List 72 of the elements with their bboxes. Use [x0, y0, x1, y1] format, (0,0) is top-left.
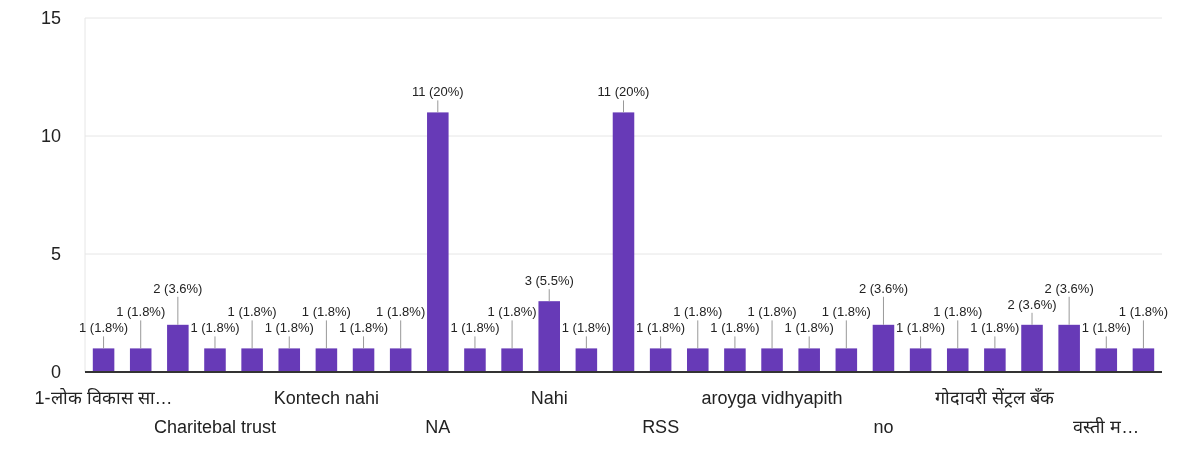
data-label: 1 (1.8%)	[264, 320, 314, 336]
bar	[389, 348, 412, 372]
data-label: 2 (3.6%)	[1007, 296, 1057, 312]
bar	[352, 348, 375, 372]
x-tick-label: Kontech nahi	[273, 388, 379, 408]
bar	[167, 324, 189, 372]
bar	[724, 348, 746, 372]
data-label: 1 (1.8%)	[79, 320, 129, 336]
y-tick-label: 10	[40, 126, 61, 146]
bar	[872, 324, 895, 372]
data-label: 1 (1.8%)	[561, 320, 611, 336]
bar	[92, 348, 115, 372]
x-tick-label: RSS	[642, 417, 680, 437]
bar	[835, 348, 858, 372]
data-label: 1 (1.8%)	[450, 320, 500, 336]
bar	[464, 348, 486, 372]
data-label: 1 (1.8%)	[376, 304, 426, 320]
data-label: 1 (1.8%)	[821, 304, 871, 320]
x-tick-label: गोदावरी सेंट्रल बँक	[935, 387, 1056, 408]
bar	[129, 348, 152, 372]
bar	[1132, 348, 1155, 372]
bar	[1095, 348, 1118, 372]
bar	[798, 348, 820, 372]
bar	[427, 112, 449, 372]
data-label: 3 (5.5%)	[524, 273, 574, 289]
bar	[946, 348, 969, 372]
data-label: 1 (1.8%)	[673, 304, 723, 320]
data-label: 1 (1.8%)	[1081, 320, 1131, 336]
data-label: 11 (20%)	[597, 84, 650, 100]
y-tick-label: 5	[50, 244, 61, 264]
bar	[241, 348, 263, 372]
bar	[538, 301, 560, 372]
data-label: 2 (3.6%)	[1044, 280, 1094, 296]
bar	[687, 348, 709, 372]
data-label: 1 (1.8%)	[747, 304, 797, 320]
bar	[612, 112, 635, 372]
x-tick-label: aroyga vidhyapith	[701, 388, 843, 408]
data-label: 1 (1.8%)	[710, 320, 760, 336]
data-label: 11 (20%)	[411, 84, 464, 100]
data-label: 1 (1.8%)	[896, 320, 946, 336]
bar	[278, 348, 301, 372]
data-label: 1 (1.8%)	[487, 304, 537, 320]
data-label: 2 (3.6%)	[858, 280, 909, 296]
bar	[1021, 324, 1043, 372]
y-tick-label: 0	[50, 362, 61, 382]
bar	[984, 348, 1006, 372]
data-label: 1 (1.8%)	[190, 320, 240, 336]
data-label: 1 (1.8%)	[227, 304, 277, 320]
bar	[909, 348, 932, 372]
data-label: 1 (1.8%)	[338, 320, 389, 336]
bar	[204, 348, 226, 372]
data-label: 1 (1.8%)	[636, 320, 686, 336]
bar	[501, 348, 523, 372]
data-label: 1 (1.8%)	[784, 320, 834, 336]
x-tick-label: Charitebal trust	[153, 417, 277, 437]
bar	[575, 348, 598, 372]
data-label: 1 (1.8%)	[933, 304, 983, 320]
bar	[315, 348, 338, 372]
data-label: 1 (1.8%)	[116, 304, 166, 320]
bar	[761, 348, 783, 372]
data-label: 1 (1.8%)	[301, 304, 351, 320]
x-tick-label: वस्ती म…	[1073, 416, 1140, 437]
bar	[649, 348, 672, 372]
x-tick-label: no	[873, 417, 894, 437]
data-label: 1 (1.8%)	[970, 320, 1020, 336]
x-tick-label: NA	[425, 417, 451, 437]
y-tick-label: 15	[40, 8, 61, 28]
data-label: 2 (3.6%)	[153, 280, 203, 296]
bar	[1058, 324, 1080, 372]
data-label: 1 (1.8%)	[1118, 304, 1168, 320]
x-tick-label: Nahi	[530, 388, 568, 408]
x-tick-label: 1-लोक विकास सा…	[34, 387, 173, 408]
